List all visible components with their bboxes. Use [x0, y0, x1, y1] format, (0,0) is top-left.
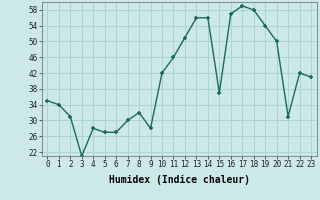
X-axis label: Humidex (Indice chaleur): Humidex (Indice chaleur)	[109, 175, 250, 185]
